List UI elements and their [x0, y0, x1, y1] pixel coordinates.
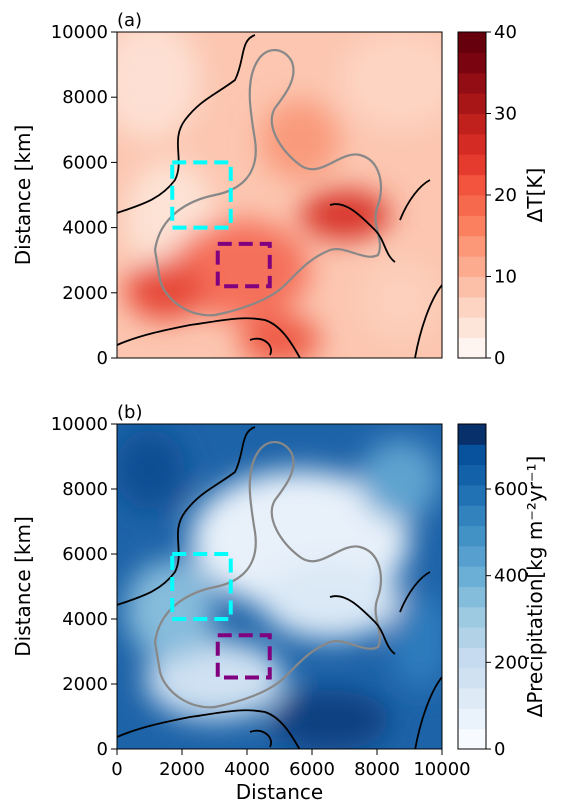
colorbar-band	[458, 174, 486, 196]
colorbar-tick-label: 20	[494, 185, 517, 206]
colorbar-band	[458, 525, 486, 547]
colorbar-tick-label: 30	[494, 104, 517, 125]
colorbar-band	[458, 667, 486, 689]
y-tick-label: 6000	[62, 152, 108, 173]
colorbar-band	[458, 32, 486, 53]
colorbar-band	[458, 545, 486, 567]
x-tick-label: 6000	[289, 759, 335, 780]
colorbar-band	[458, 566, 486, 587]
colorbar-band	[458, 708, 486, 730]
colorbar-band	[458, 337, 486, 359]
colorbar-band	[458, 505, 486, 527]
region-box	[215, 633, 272, 680]
y-tick-label: 4000	[62, 218, 108, 239]
colorbar-band	[458, 627, 486, 648]
colorbar-tick-label: 0	[494, 739, 505, 760]
y-tick-label: 2000	[62, 674, 108, 695]
y-tick-label: 8000	[62, 479, 108, 500]
colorbar-band	[458, 235, 486, 257]
panel-label: (a)	[117, 10, 142, 31]
colorbar-band	[458, 133, 486, 155]
colorbar-tick-label: 400	[494, 566, 528, 587]
x-axis-label: Distance	[236, 780, 323, 803]
colorbar-band	[458, 424, 486, 445]
y-tick-label: 6000	[62, 544, 108, 565]
temperature-field	[117, 32, 442, 358]
y-tick-label: 10000	[51, 414, 108, 435]
plot-frame	[116, 31, 443, 359]
colorbar-band	[458, 317, 486, 339]
colorbar-band	[458, 606, 486, 628]
colorbar-band	[458, 154, 486, 176]
colorbar-label: ΔPrecipitation[kg m⁻²yr⁻¹]	[523, 456, 547, 718]
colorbar-label: ΔT[K]	[523, 168, 547, 223]
colorbar-tick-label: 200	[494, 652, 528, 673]
y-axis-label: Distance [km]	[11, 516, 35, 656]
x-tick-label: 2000	[159, 759, 205, 780]
colorbar-tick-label: 0	[494, 348, 505, 369]
plot-frame	[116, 423, 443, 750]
colorbar-band	[458, 93, 486, 114]
region-box	[215, 241, 272, 289]
colorbar-band	[458, 52, 486, 74]
x-tick-label: 10000	[413, 759, 470, 780]
y-tick-label: 10000	[51, 22, 108, 43]
colorbar-tick-label: 40	[494, 22, 517, 43]
x-tick-label: 0	[111, 759, 122, 780]
colorbar-band	[458, 647, 486, 669]
colorbar-band	[458, 586, 486, 608]
colorbar-frame	[457, 423, 487, 750]
y-axis-label: Distance [km]	[11, 125, 35, 265]
colorbar-band	[458, 296, 486, 318]
colorbar-band	[458, 484, 486, 506]
colorbar-band	[458, 464, 486, 486]
colorbar-band	[458, 113, 486, 135]
colorbar-band	[458, 444, 486, 466]
region-box	[170, 160, 233, 230]
colorbar-band	[458, 215, 486, 237]
x-tick-label: 4000	[224, 759, 270, 780]
x-tick-label: 8000	[354, 759, 400, 780]
colorbar-band	[458, 688, 486, 709]
precipitation-field	[117, 424, 442, 749]
y-tick-label: 0	[97, 348, 108, 369]
colorbar-band	[458, 72, 486, 94]
y-tick-label: 4000	[62, 609, 108, 630]
y-tick-label: 0	[97, 739, 108, 760]
colorbar-band	[458, 728, 486, 750]
colorbar-band	[458, 276, 486, 298]
colorbar-band	[458, 195, 486, 216]
y-tick-label: 2000	[62, 283, 108, 304]
panel-label: (b)	[117, 402, 142, 423]
region-box	[170, 552, 233, 621]
colorbar-tick-label: 600	[494, 479, 528, 500]
colorbar-tick-label: 10	[494, 267, 517, 288]
y-tick-label: 8000	[62, 87, 108, 108]
colorbar-band	[458, 256, 486, 277]
